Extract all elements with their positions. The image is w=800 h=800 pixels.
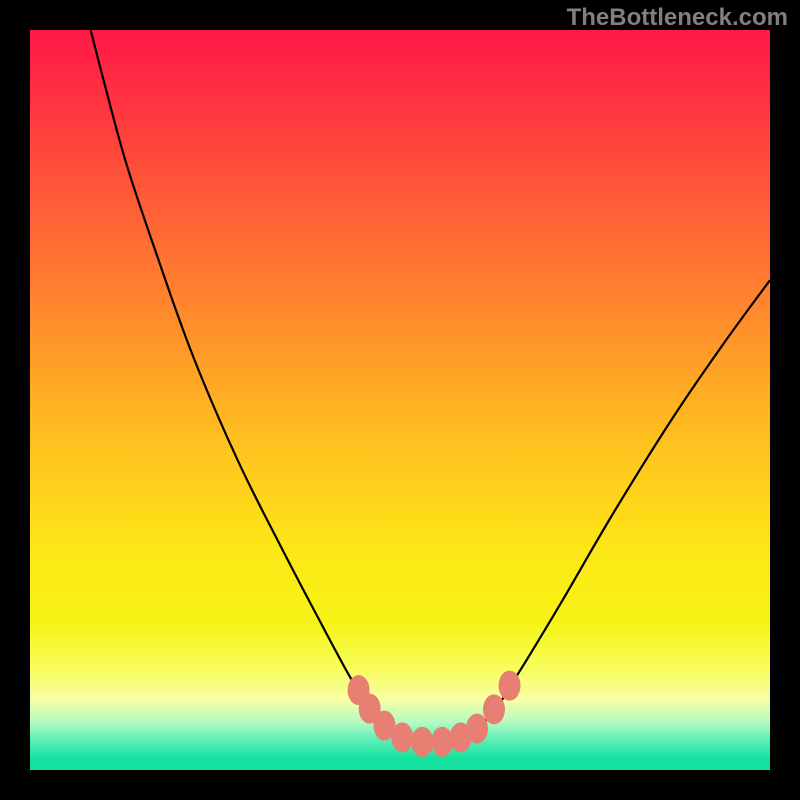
bottleneck-chart bbox=[0, 0, 800, 800]
curve-marker bbox=[466, 714, 488, 744]
curve-marker bbox=[391, 722, 413, 752]
watermark-text: TheBottleneck.com bbox=[567, 4, 788, 32]
curve-marker bbox=[483, 694, 505, 724]
curve-marker bbox=[499, 671, 521, 701]
gradient-background bbox=[30, 30, 770, 770]
curve-marker bbox=[411, 727, 433, 757]
curve-marker bbox=[431, 727, 453, 757]
